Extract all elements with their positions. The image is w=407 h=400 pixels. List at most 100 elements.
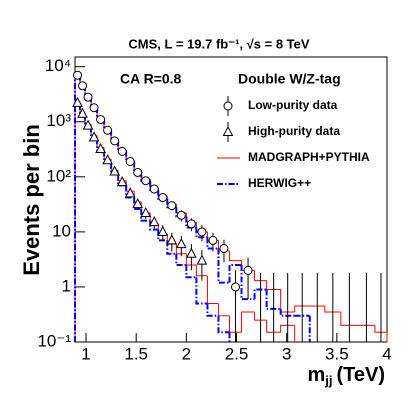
y-tick-label: 10³ xyxy=(46,111,71,130)
x-axis-label: mjj (TeV) xyxy=(307,364,385,388)
histogram-bin xyxy=(217,315,230,334)
legend-swatch xyxy=(223,101,233,111)
histogram-bin xyxy=(157,229,168,242)
data-point xyxy=(158,193,168,203)
legend-label: MADGRAPH+PYTHIA xyxy=(248,150,370,164)
data-point xyxy=(197,227,207,237)
histogram-bin xyxy=(240,265,255,301)
data-point xyxy=(83,92,93,102)
data-point xyxy=(231,282,241,292)
x-tick-label: 1 xyxy=(81,344,90,363)
x-label-unit: (TeV) xyxy=(336,364,385,386)
y-tick-label: 10⁻¹ xyxy=(37,331,71,350)
histogram-bin xyxy=(254,270,267,282)
x-tick-label: 1.5 xyxy=(124,344,148,363)
y-tick-label: 10 xyxy=(52,221,71,240)
data-point xyxy=(167,201,177,211)
histogram-bin xyxy=(217,303,230,317)
histogram-bin xyxy=(185,265,197,279)
histogram-bin xyxy=(166,240,177,255)
data-point xyxy=(149,184,159,194)
data-point xyxy=(109,165,120,176)
data-point xyxy=(176,238,187,249)
data-point xyxy=(148,216,160,227)
histogram-bin xyxy=(175,244,187,255)
histogram-bin xyxy=(228,250,242,262)
x-label-symbol: m xyxy=(307,364,325,386)
annotation: CA R=0.8 xyxy=(120,71,182,87)
data-point xyxy=(132,197,144,209)
data-point xyxy=(89,103,99,113)
data-point xyxy=(77,107,88,118)
data-point xyxy=(133,167,143,177)
data-point xyxy=(95,142,106,154)
y-tick-label: 10² xyxy=(46,166,71,185)
data-point xyxy=(208,235,218,245)
data-point xyxy=(166,234,178,245)
x-tick-label: 3 xyxy=(282,344,291,363)
chart-title: CMS, L = 19.7 fb⁻¹, √s = 8 TeV xyxy=(128,36,309,51)
data-point xyxy=(140,206,152,218)
data-point xyxy=(117,146,127,156)
histogram-bin xyxy=(294,305,310,313)
data-point xyxy=(103,125,113,135)
histogram-bin xyxy=(206,275,219,305)
data-point xyxy=(176,210,186,220)
y-tick-label: 10⁴ xyxy=(45,56,71,75)
data-point xyxy=(110,136,120,146)
plot-frame xyxy=(74,56,388,343)
data-point xyxy=(196,254,208,265)
legend-label: Low-purity data xyxy=(248,98,338,112)
histogram-bin xyxy=(228,264,242,283)
histogram-bin xyxy=(374,325,387,333)
histogram-bin xyxy=(266,320,281,333)
histogram-bin xyxy=(195,277,208,305)
y-axis-label: Events per bin xyxy=(19,124,44,276)
data-point xyxy=(219,243,229,253)
data-point xyxy=(78,81,88,91)
annotation: Double W/Z-tag xyxy=(238,71,341,87)
data-point xyxy=(102,154,113,165)
data-point xyxy=(186,219,196,229)
data-point xyxy=(88,131,100,142)
histogram-bin xyxy=(206,237,219,250)
histogram-bin xyxy=(140,209,151,222)
histogram-bin xyxy=(195,265,208,277)
histogram-bin xyxy=(340,312,358,326)
data-point xyxy=(82,119,94,130)
histogram-bin xyxy=(149,220,159,231)
histogram-bin xyxy=(279,308,295,317)
legend-swatch xyxy=(222,125,234,136)
x-tick-label: 3.5 xyxy=(325,344,349,363)
legend-label: High-purity data xyxy=(248,124,340,138)
histogram-bin xyxy=(253,288,267,300)
data-point xyxy=(96,114,106,124)
data-point xyxy=(72,96,83,107)
x-tick-label: 4 xyxy=(382,344,391,363)
histogram-bin xyxy=(133,197,142,211)
histogram-bin xyxy=(280,324,295,333)
histogram-bin xyxy=(185,216,197,229)
y-tick-label: 1 xyxy=(62,276,71,295)
data-point xyxy=(73,70,83,80)
x-tick-label: 2 xyxy=(182,344,191,363)
histogram-bin xyxy=(324,306,341,313)
x-tick-label: 2.5 xyxy=(225,344,249,363)
histogram-bin xyxy=(125,185,135,199)
histogram-bin xyxy=(241,311,255,333)
data-point xyxy=(243,265,253,275)
data-point xyxy=(124,187,136,198)
data-point xyxy=(116,176,128,187)
data-point xyxy=(125,156,135,166)
x-label-subscript: jj xyxy=(324,373,332,388)
histogram-bin xyxy=(254,312,267,321)
histogram-bin xyxy=(195,227,208,239)
histogram-bin xyxy=(265,289,281,310)
histogram-bin xyxy=(175,253,187,267)
histogram-bin xyxy=(74,103,81,342)
data-point xyxy=(186,247,197,258)
data-point xyxy=(141,176,151,186)
legend-label: HERWIG++ xyxy=(248,176,311,190)
data-point xyxy=(157,225,169,236)
